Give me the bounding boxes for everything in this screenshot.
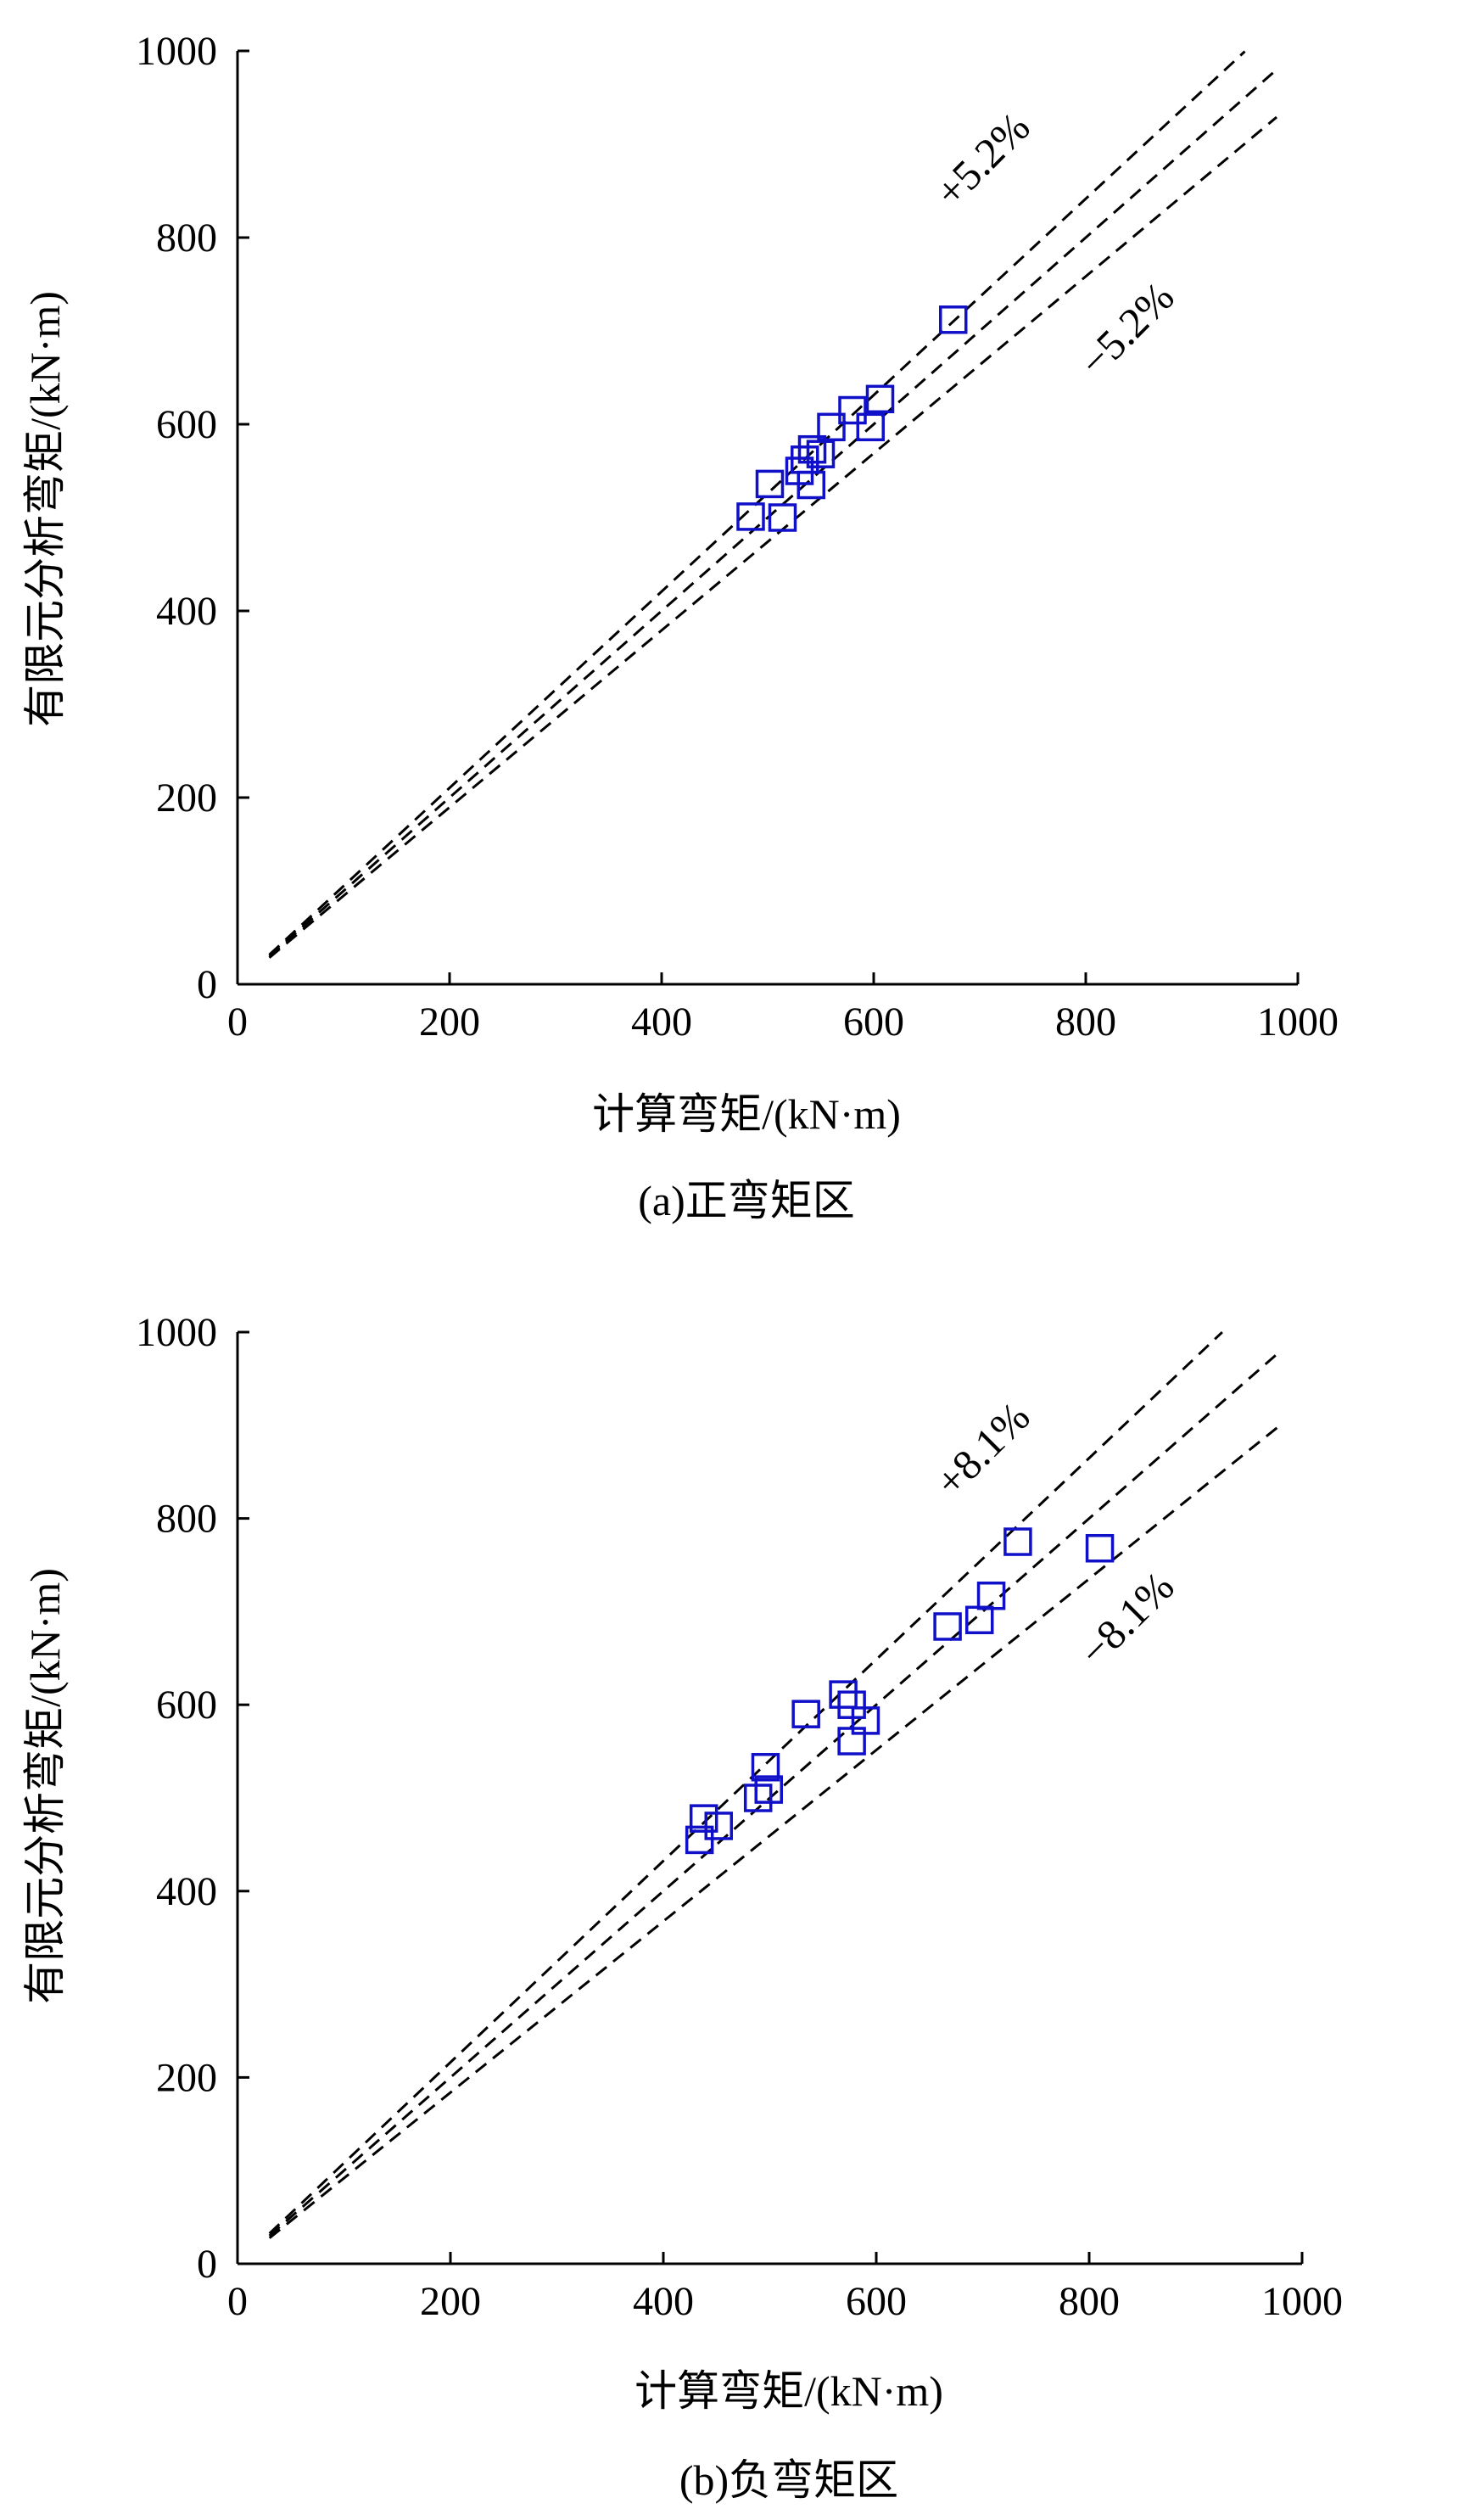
data-point-marker xyxy=(743,1784,773,1812)
y-tick-label: 1000 xyxy=(136,1310,217,1355)
data-point-marker xyxy=(933,1612,962,1641)
data-point-marker xyxy=(689,1804,718,1833)
tick-labels: 0 200 400 600 800 1000 0 200 400 600 800 1000 xyxy=(136,1310,1343,2324)
y-axis-label: 有限元分析弯矩/(kN·m) xyxy=(21,291,69,727)
x-axis-label: 计算弯矩/(kN·m) xyxy=(634,2367,943,2415)
x-tick-label: 400 xyxy=(631,1000,692,1044)
x-tick-label: 200 xyxy=(419,1000,480,1044)
data-point-marker xyxy=(685,1825,714,1855)
x-axis-label: 计算弯矩/(kN·m) xyxy=(592,1090,901,1138)
data-point-marker xyxy=(964,1605,994,1635)
data-points xyxy=(685,1527,1115,1855)
x-tick-label: 800 xyxy=(1055,1000,1116,1044)
data-point-marker xyxy=(817,412,846,442)
data-point-marker xyxy=(768,503,797,532)
axes xyxy=(236,49,1300,986)
data-point-marker xyxy=(838,395,867,425)
lower-bound-line xyxy=(268,1423,1282,2239)
y-tick-label: 0 xyxy=(197,2242,217,2287)
x-tick-label: 0 xyxy=(227,2279,248,2324)
x-tick-label: 600 xyxy=(846,2279,907,2324)
data-point-marker xyxy=(829,1680,858,1709)
chart-panel-negative-moment: 0 200 400 600 800 1000 0 200 400 600 800 1000 计算弯矩/… xyxy=(21,1310,1343,2504)
lower-bound-label: −5.2% xyxy=(1070,272,1182,385)
data-point-marker xyxy=(1003,1527,1032,1556)
equality-line xyxy=(268,68,1277,958)
data-point-marker xyxy=(754,1775,783,1804)
y-tick-label: 0 xyxy=(197,962,217,1007)
x-tick-label: 0 xyxy=(227,1000,248,1044)
y-tick-label: 200 xyxy=(156,776,217,820)
data-point-marker xyxy=(806,440,836,468)
lower-bound-line xyxy=(268,115,1277,959)
y-tick-label: 400 xyxy=(156,1869,217,1914)
data-point-marker xyxy=(797,470,825,500)
upper-bound-line xyxy=(268,1330,1223,2235)
axes xyxy=(236,1330,1304,2265)
data-point-marker xyxy=(791,1700,820,1728)
y-tick-label: 600 xyxy=(156,402,217,447)
x-tick-label: 1000 xyxy=(1257,1000,1339,1044)
x-tick-label: 200 xyxy=(420,2279,481,2324)
data-points xyxy=(736,305,968,532)
x-tick-label: 400 xyxy=(633,2279,694,2324)
panel-caption: (b)负弯矩区 xyxy=(679,2456,898,2504)
data-point-marker xyxy=(751,1753,780,1782)
data-point-marker xyxy=(1085,1533,1115,1563)
x-tick-label: 600 xyxy=(843,1000,904,1044)
upper-bound-label: +8.1% xyxy=(925,1392,1038,1505)
chart-panel-positive-moment: 0 200 400 600 800 1000 0 200 400 600 800 1000 计算弯矩/… xyxy=(21,29,1339,1224)
equality-line xyxy=(268,1349,1282,2237)
data-point-marker xyxy=(856,412,885,442)
y-tick-label: 400 xyxy=(156,589,217,634)
y-tick-label: 200 xyxy=(156,2055,217,2100)
tick-labels: 0 200 400 600 800 1000 0 200 400 600 800 1000 xyxy=(136,29,1339,1044)
y-tick-label: 800 xyxy=(156,1497,217,1542)
data-point-marker xyxy=(865,384,895,414)
upper-bound-label: +5.2% xyxy=(925,103,1038,216)
x-tick-label: 800 xyxy=(1059,2279,1120,2324)
y-tick-label: 1000 xyxy=(136,29,217,74)
y-axis-label: 有限元分析弯矩/(kN·m) xyxy=(21,1568,69,2004)
x-tick-label: 1000 xyxy=(1261,2279,1343,2324)
data-point-marker xyxy=(755,469,785,499)
reference-lines xyxy=(268,1330,1282,2239)
data-point-marker xyxy=(837,1727,866,1756)
data-point-marker xyxy=(939,305,968,334)
y-tick-label: 600 xyxy=(156,1683,217,1728)
y-tick-label: 800 xyxy=(156,216,217,260)
data-point-marker xyxy=(736,502,765,531)
panel-caption: (a)正弯矩区 xyxy=(638,1177,855,1224)
